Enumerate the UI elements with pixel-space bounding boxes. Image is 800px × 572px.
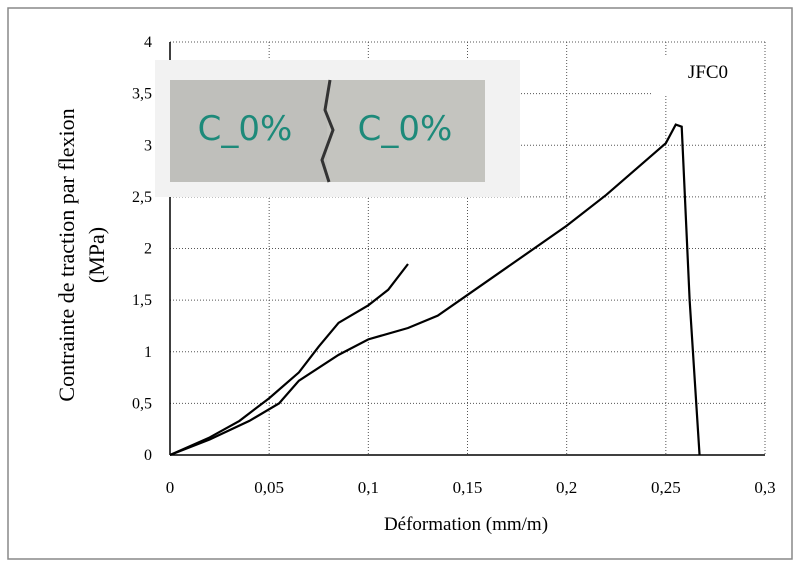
y-tick-label: 1 (144, 344, 152, 361)
x-tick-label: 0,25 (651, 478, 681, 497)
x-tick-label: 0 (166, 478, 175, 497)
y-tick-label: 2 (144, 241, 152, 258)
inset-label: C_0% (198, 109, 293, 149)
y-tick-label: 4 (144, 34, 152, 51)
y-tick-label: 3 (144, 137, 152, 154)
data-line (169, 123, 701, 457)
x-tick-label: 0,2 (556, 478, 577, 497)
inset-label: C_0% (358, 109, 453, 149)
y-tick-label: 0,5 (132, 395, 152, 412)
inset-photo: C_0% C_0% (155, 60, 520, 197)
y-axis-label: Contrainte de traction par flexion (54, 108, 79, 401)
annotation-box (652, 55, 762, 95)
x-axis-label: Déformation (mm/m) (384, 514, 548, 535)
x-tick-label: 0,05 (254, 478, 284, 497)
x-tick-label: 0,1 (358, 478, 379, 497)
x-tick-label: 0,15 (453, 478, 483, 497)
y-tick-label: 1,5 (132, 292, 152, 309)
annotation: JFC0 (688, 62, 728, 83)
data-line (169, 263, 409, 457)
y-tick-label: 3,5 (132, 86, 152, 103)
y-tick-label: 0 (144, 447, 152, 464)
x-tick-label: 0,3 (754, 478, 775, 497)
y-tick-label: 2,5 (132, 189, 152, 206)
y-axis-label: (MPa) (84, 227, 109, 283)
